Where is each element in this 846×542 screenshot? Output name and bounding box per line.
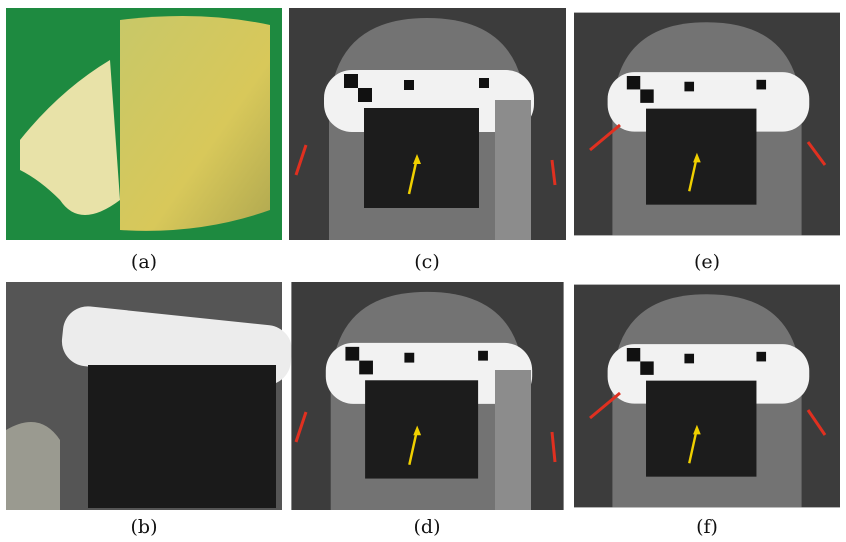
photo [574,13,840,236]
panel-d [291,282,563,510]
panel-c [289,8,566,240]
caption: (b) [131,516,158,538]
panel-f [574,285,840,508]
caption: (c) [414,251,439,273]
rod [495,370,531,510]
panel-a [6,8,282,240]
phantom [120,16,270,231]
caption: (a) [131,251,157,273]
rod [495,100,531,240]
sample-plate [88,365,276,508]
panel-b [6,282,294,510]
caption: (e) [694,251,720,273]
caption: (d) [414,516,441,538]
figure: (a) (b) (c) (d) (e) (f) [0,0,846,542]
photo [574,285,840,508]
caption: (f) [696,516,718,538]
tissue [6,422,60,510]
panel-e [574,13,840,236]
